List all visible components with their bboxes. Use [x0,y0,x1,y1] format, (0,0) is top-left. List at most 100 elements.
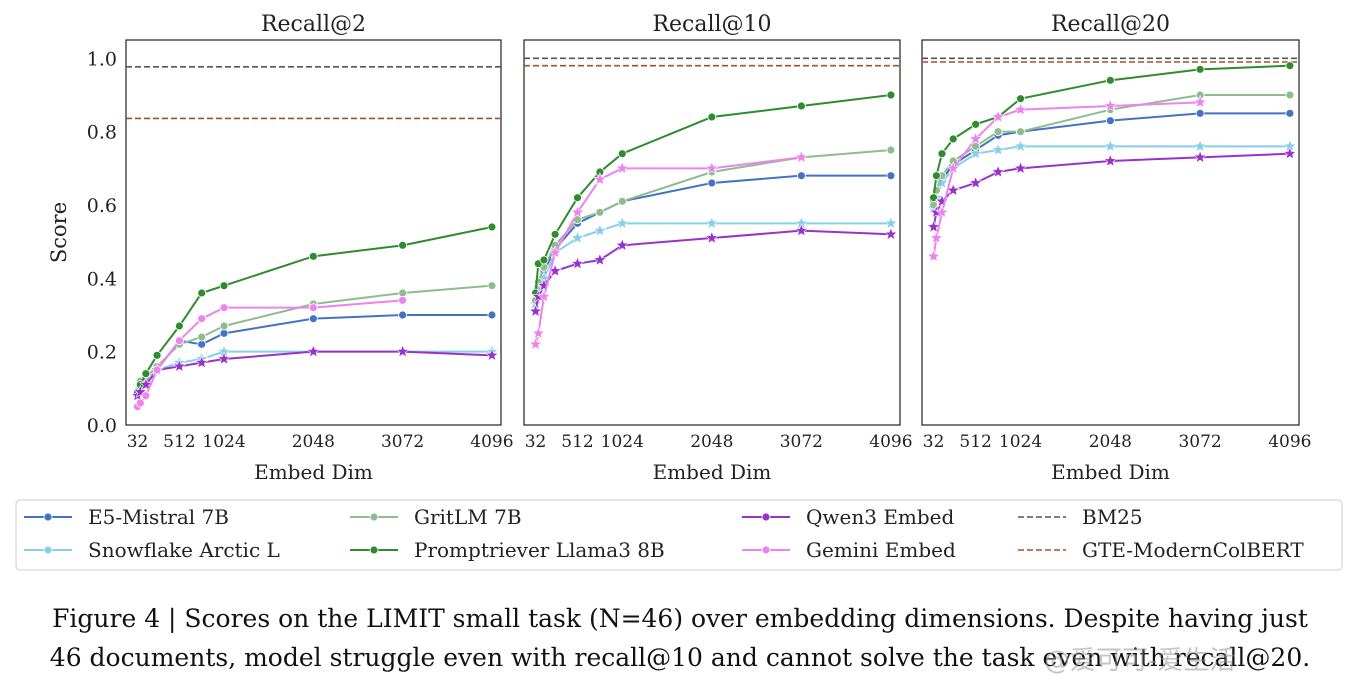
data-point-qwen3-embed [570,256,585,270]
x-axis-label: Embed Dim [1051,460,1170,484]
x-tick-label: 512 [561,432,593,452]
data-point-promptriever-llama3-8b [948,134,958,144]
data-point-e5-mistral-7b [487,310,497,320]
x-tick-label: 1024 [601,432,644,452]
legend-label: BM25 [1082,505,1143,529]
data-point-snowflake-arctic-l [1103,139,1118,153]
data-point-qwen3-embed [592,252,607,266]
y-tick-label: 0.8 [87,122,117,144]
data-point-snowflake-arctic-l [883,216,898,230]
data-point-promptriever-llama3-8b [152,350,162,360]
x-tick-label: 4096 [1268,432,1311,452]
data-point-gritlm-7b [617,196,627,206]
data-point-gemini-embed [308,303,318,313]
data-point-gemini-embed [528,337,543,351]
data-point-e5-mistral-7b [886,171,896,181]
data-point-e5-mistral-7b [1195,108,1205,118]
legend-item-gte-moderncolbert: GTE-ModernColBERT [1018,538,1304,562]
data-point-e5-mistral-7b [1285,108,1295,118]
data-point-promptriever-llama3-8b [886,90,896,100]
data-point-gemini-embed [946,161,961,175]
x-tick-label: 32 [525,432,547,452]
x-axis-label: Embed Dim [653,460,772,484]
data-point-promptriever-llama3-8b [398,240,408,250]
data-point-qwen3-embed [794,223,809,237]
data-point-gemini-embed [1193,95,1208,109]
data-point-gemini-embed [794,150,809,164]
data-point-promptriever-llama3-8b [929,193,938,203]
panel-title: Recall@2 [261,12,366,37]
data-point-promptriever-llama3-8b [617,149,627,159]
series-line-qwen3-embed [932,152,1290,228]
data-point-qwen3-embed [1013,161,1028,175]
data-point-e5-mistral-7b [796,171,806,181]
x-tick-label: 32 [127,432,149,452]
series-line-qwen3-embed [534,229,891,312]
panel-title: Recall@10 [652,12,771,37]
data-point-gemini-embed [219,303,229,313]
data-point-snowflake-arctic-l [935,175,949,189]
data-point-qwen3-embed [1103,153,1118,167]
legend-label: Gemini Embed [806,538,956,562]
legend-item-bm25: BM25 [1018,505,1143,529]
data-point-gemini-embed [152,365,162,375]
legend-item-promptriever-llama3-8b: Promptriever Llama3 8B [350,538,665,562]
data-point-gemini-embed [615,161,630,175]
panel-recall-20: Recall@20 32 512 1024 2048 3072 4096 Embed Dim [921,12,1312,484]
x-tick-label: 2048 [292,432,335,452]
legend-label: Promptriever Llama3 8B [414,538,665,562]
data-point-promptriever-llama3-8b [141,369,151,379]
data-point-gritlm-7b [971,141,981,151]
data-point-qwen3-embed [883,227,898,241]
data-point-e5-mistral-7b [308,314,318,324]
data-point-qwen3-embed [615,238,630,252]
legend-label: Snowflake Arctic L [88,538,280,562]
data-point-qwen3-embed [528,304,543,318]
data-point-promptriever-llama3-8b [550,229,560,239]
x-tick-label: 512 [959,432,991,452]
legend-item-gemini-embed: Gemini Embed [742,538,956,562]
legend-marker [369,512,379,522]
data-point-snowflake-arctic-l [968,146,983,160]
data-point-gemini-embed [548,245,563,259]
data-point-qwen3-embed [991,164,1006,178]
data-point-snowflake-arctic-l [991,142,1006,156]
legend-marker [43,545,53,555]
x-tick-label: 3072 [381,432,424,452]
plot-frame [125,39,502,426]
data-point-promptriever-llama3-8b [197,288,207,298]
data-point-gemini-embed [398,295,408,305]
figure-caption-line-2: 46 documents, model struggle even with r… [49,643,1311,672]
data-point-promptriever-llama3-8b [1195,64,1205,74]
panel-title: Recall@20 [1051,12,1170,37]
y-tick-label: 0.0 [87,415,117,437]
data-point-promptriever-llama3-8b [539,255,549,265]
data-point-qwen3-embed [935,194,949,208]
legend-item-snowflake-arctic-l: Snowflake Arctic L [24,538,280,562]
plot-frame [921,39,1300,426]
x-tick-label: 1024 [202,432,245,452]
data-point-e5-mistral-7b [398,310,408,320]
data-point-gemini-embed [536,289,551,303]
data-point-promptriever-llama3-8b [1285,61,1295,71]
data-point-snowflake-arctic-l [570,230,585,244]
data-point-gemini-embed [929,230,944,244]
legend-item-gritlm-7b: GritLM 7B [350,505,522,529]
y-tick-label: 0.4 [87,268,117,290]
data-point-promptriever-llama3-8b [931,171,941,181]
x-tick-label: 2048 [690,432,733,452]
data-point-qwen3-embed [968,175,983,189]
data-point-snowflake-arctic-l [704,216,719,230]
figure-chart: Recall@2 32 512 1024 2048 3072 4096 Embed Dim 0.… [15,12,1343,571]
data-point-promptriever-llama3-8b [174,321,184,331]
data-point-promptriever-llama3-8b [487,222,497,232]
series-line-qwen3-embed [136,350,492,397]
data-point-snowflake-arctic-l [1013,139,1028,153]
legend-label: GTE-ModernColBERT [1082,538,1304,562]
data-point-gritlm-7b [487,281,497,291]
series-line-gritlm-7b [534,149,891,301]
legend-label: Qwen3 Embed [806,505,955,529]
y-tick-label: 0.2 [87,342,117,364]
x-tick-label: 32 [923,432,945,452]
legend-marker [369,545,379,555]
